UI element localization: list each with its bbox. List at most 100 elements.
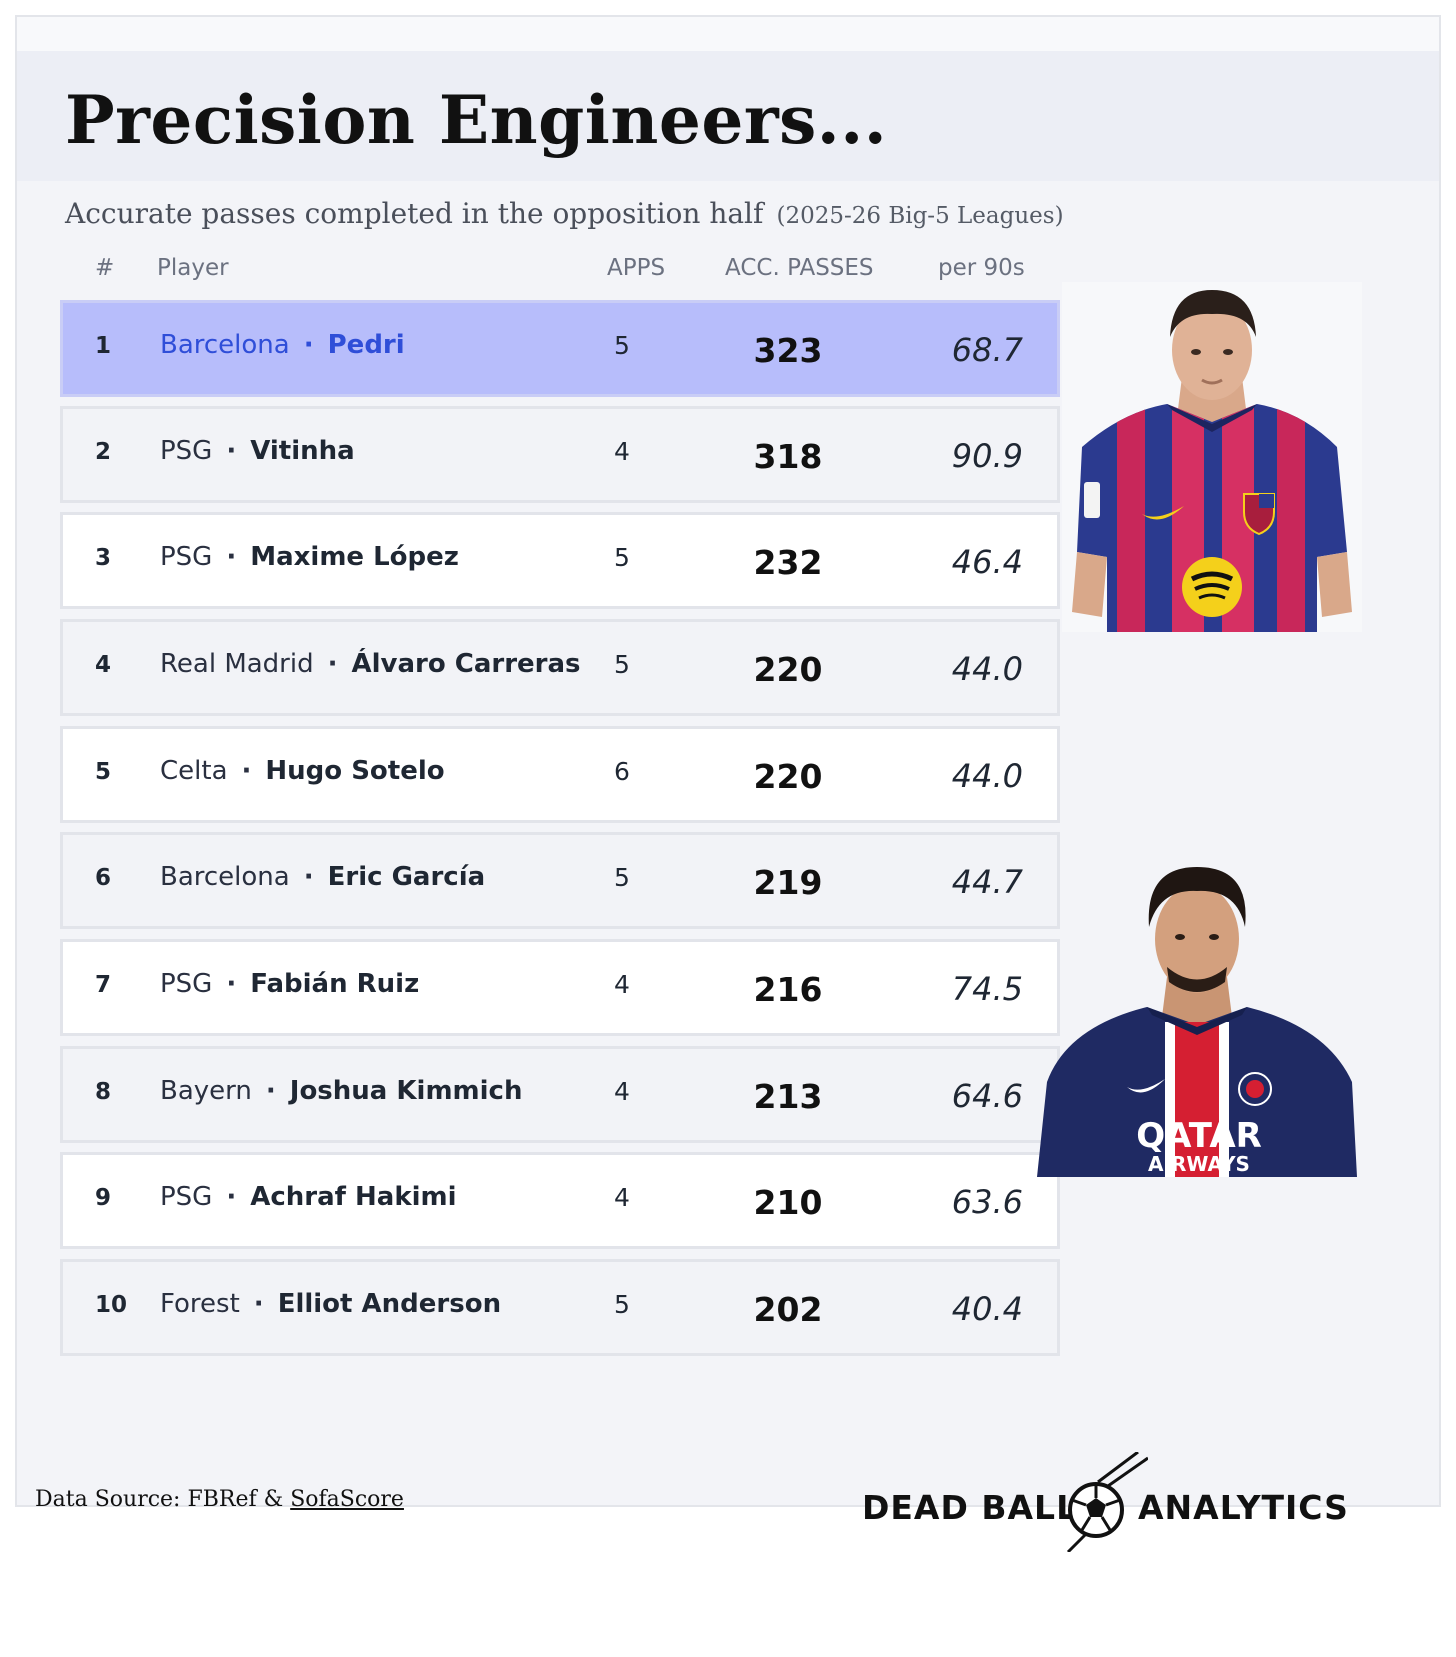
row-rank: 4: [95, 652, 112, 678]
table-row: 9 PSG · Achraf Hakimi 4 210 63.6: [60, 1152, 1060, 1249]
row-player: Real Madrid · Álvaro Carreras: [160, 649, 581, 679]
row-separator: ·: [226, 969, 237, 999]
header-apps: APPS: [607, 255, 666, 281]
table-row: 5 Celta · Hugo Sotelo 6 220 44.0: [60, 726, 1060, 823]
row-team: PSG: [160, 1182, 213, 1212]
table-row: 7 PSG · Fabián Ruiz 4 216 74.5: [60, 939, 1060, 1036]
row-per90: 44.0: [951, 757, 1023, 795]
row-player-name: Joshua Kimmich: [289, 1076, 523, 1106]
row-separator: ·: [327, 649, 338, 679]
row-player-name: Álvaro Carreras: [351, 649, 581, 679]
row-separator: ·: [265, 1076, 276, 1106]
header-acc-passes: ACC. PASSES: [725, 255, 874, 281]
brand-logo: DEAD BALL ANALYTICS: [862, 1452, 1348, 1552]
row-per90: 44.0: [951, 650, 1023, 688]
row-player-name: Achraf Hakimi: [250, 1182, 457, 1212]
row-acc-passes: 213: [753, 1077, 823, 1116]
row-rank: 10: [95, 1292, 128, 1318]
row-separator: ·: [241, 756, 252, 786]
subtitle: Accurate passes completed in the opposit…: [65, 197, 764, 230]
row-separator: ·: [303, 330, 314, 360]
row-apps: 4: [614, 1183, 630, 1212]
row-team: PSG: [160, 436, 213, 466]
row-separator: ·: [226, 1182, 237, 1212]
row-player: Barcelona · Eric García: [160, 862, 485, 892]
table-row: 6 Barcelona · Eric García 5 219 44.7: [60, 832, 1060, 929]
row-per90: 90.9: [951, 437, 1023, 475]
infographic-card: Precision Engineers... Accurate passes c…: [15, 15, 1441, 1507]
table-row: 2 PSG · Vitinha 4 318 90.9: [60, 406, 1060, 503]
row-player: PSG · Fabián Ruiz: [160, 969, 419, 999]
row-acc-passes: 323: [753, 331, 823, 370]
row-per90: 64.6: [951, 1077, 1023, 1115]
row-player: Celta · Hugo Sotelo: [160, 756, 445, 786]
row-apps: 5: [614, 331, 630, 360]
row-apps: 5: [614, 650, 630, 679]
row-acc-passes: 232: [753, 543, 823, 582]
card-top-strip: [17, 17, 1439, 51]
row-team: Forest: [160, 1289, 240, 1319]
page-title: Precision Engineers...: [65, 81, 888, 159]
row-team: PSG: [160, 969, 213, 999]
row-player: PSG · Achraf Hakimi: [160, 1182, 457, 1212]
row-team: Bayern: [160, 1076, 252, 1106]
table-row: 8 Bayern · Joshua Kimmich 4 213 64.6: [60, 1046, 1060, 1143]
data-source-prefix: Data Source: FBRef &: [35, 1487, 291, 1512]
row-team: Barcelona: [160, 330, 290, 360]
brand-text-left: DEAD BALL: [862, 1488, 1079, 1527]
table-header: # Player APPS ACC. PASSES per 90s: [17, 255, 1077, 295]
season-label: (2025-26 Big-5 Leagues): [776, 203, 1064, 229]
row-acc-passes: 220: [753, 650, 823, 689]
row-per90: 74.5: [951, 970, 1023, 1008]
row-player: PSG · Maxime López: [160, 542, 459, 572]
sofascore-link[interactable]: SofaScore: [290, 1487, 404, 1512]
table-row: 4 Real Madrid · Álvaro Carreras 5 220 44.0: [60, 619, 1060, 716]
row-separator: ·: [226, 436, 237, 466]
table-row: 10 Forest · Elliot Anderson 5 202 40.4: [60, 1259, 1060, 1356]
table-row: 1 Barcelona · Pedri 5 323 68.7: [60, 300, 1060, 397]
row-acc-passes: 220: [753, 757, 823, 796]
row-player-name: Eric García: [327, 862, 486, 892]
row-per90: 46.4: [951, 543, 1023, 581]
row-rank: 9: [95, 1185, 112, 1211]
row-player-name: Maxime López: [250, 542, 459, 572]
shirt-sponsor-bottom: AIRWAYS: [1148, 1152, 1250, 1176]
subtitle-row: Accurate passes completed in the opposit…: [65, 197, 1064, 230]
row-rank: 5: [95, 759, 112, 785]
row-rank: 2: [95, 439, 112, 465]
row-player: Barcelona · Pedri: [160, 330, 405, 360]
row-player-name: Fabián Ruiz: [250, 969, 420, 999]
brand-text-right: ANALYTICS: [1138, 1488, 1349, 1527]
row-per90: 44.7: [951, 863, 1023, 901]
header-rank: #: [95, 255, 115, 281]
player-portrait-psg-icon: QATAR AIRWAYS: [1037, 857, 1357, 1177]
row-separator: ·: [303, 862, 314, 892]
row-rank: 8: [95, 1079, 112, 1105]
row-team: PSG: [160, 542, 213, 572]
row-acc-passes: 216: [753, 970, 823, 1009]
row-team: Celta: [160, 756, 228, 786]
row-acc-passes: 219: [753, 863, 823, 902]
row-team: Barcelona: [160, 862, 290, 892]
title-band: Precision Engineers...: [17, 51, 1439, 181]
row-apps: 6: [614, 757, 630, 786]
row-rank: 7: [95, 972, 112, 998]
player-portrait-barcelona-icon: [1062, 282, 1362, 632]
row-per90: 63.6: [951, 1183, 1023, 1221]
row-player-name: Pedri: [327, 330, 405, 360]
row-player-name: Elliot Anderson: [277, 1289, 502, 1319]
row-rank: 3: [95, 545, 112, 571]
row-apps: 4: [614, 437, 630, 466]
row-apps: 4: [614, 970, 630, 999]
row-rank: 1: [95, 333, 112, 359]
shirt-sponsor-top: QATAR: [1136, 1116, 1262, 1156]
row-acc-passes: 318: [753, 437, 823, 476]
row-player: PSG · Vitinha: [160, 436, 355, 466]
row-acc-passes: 210: [753, 1183, 823, 1222]
row-apps: 5: [614, 863, 630, 892]
row-player-name: Vitinha: [250, 436, 355, 466]
row-player-name: Hugo Sotelo: [265, 756, 445, 786]
row-apps: 5: [614, 543, 630, 572]
row-player: Forest · Elliot Anderson: [160, 1289, 501, 1319]
data-source: Data Source: FBRef & SofaScore: [35, 1487, 404, 1512]
